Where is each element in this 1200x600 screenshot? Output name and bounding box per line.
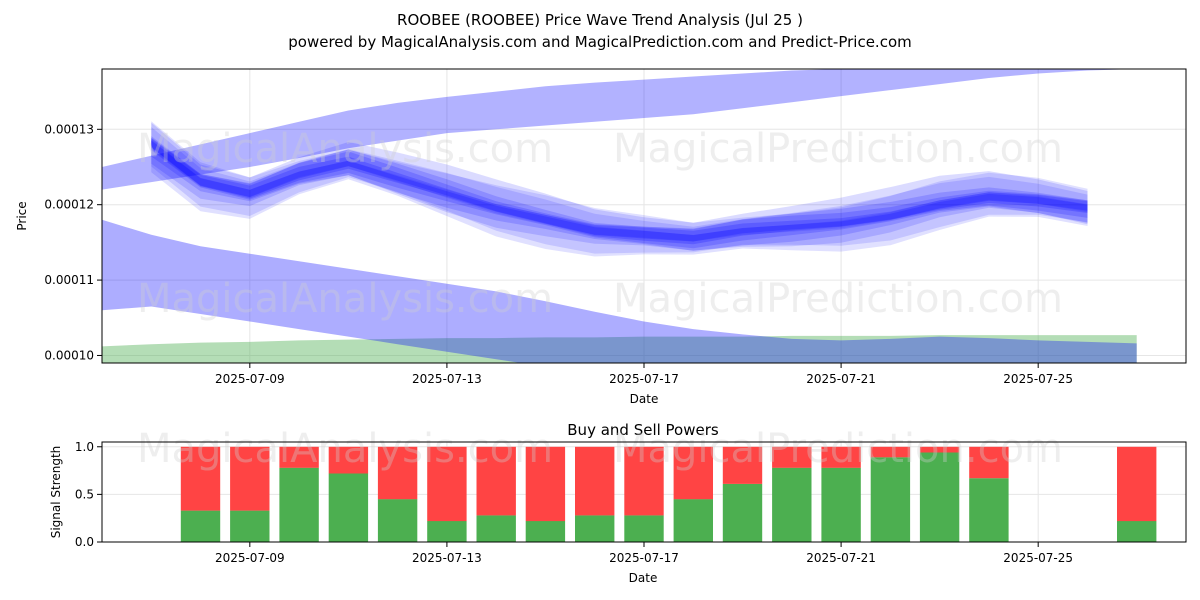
watermark-4: MagicalPrediction.com	[613, 276, 1063, 322]
signal-y-tick-label: 0.0	[75, 535, 94, 549]
sell-bar	[969, 446, 1009, 479]
sell-bar	[180, 446, 221, 511]
buy-bar	[919, 452, 960, 542]
watermark-6: MagicalPrediction.com	[613, 426, 1063, 472]
price-y-ticks: 0.00010 0.00011 0.00012 0.00013	[44, 122, 102, 362]
wave-ribbon	[151, 137, 1088, 249]
buy-bar	[427, 521, 467, 542]
sell-bar	[821, 446, 861, 468]
watermark-3: MagicalAnalysis.com	[137, 276, 553, 322]
price-y-tick-label: 0.00013	[44, 122, 94, 136]
signal-y-axis-label: Signal Strength	[49, 446, 63, 539]
watermark-5: MagicalAnalysis.com	[137, 426, 553, 472]
price-x-tick-label: 2025-07-13	[412, 372, 482, 386]
buy-bar	[1117, 521, 1157, 542]
wave-ribbon	[151, 136, 1088, 251]
price-x-tick-label: 2025-07-09	[215, 372, 285, 386]
buy-bar	[328, 473, 369, 542]
price-x-tick-label: 2025-07-25	[1003, 372, 1073, 386]
sell-bar	[328, 446, 369, 474]
price-y-axis-label: Price	[15, 201, 29, 230]
sell-bar	[476, 446, 516, 516]
signal-y-tick-label: 0.5	[75, 487, 94, 501]
buy-bar	[624, 515, 664, 542]
price-bands	[102, 69, 1137, 363]
price-y-tick-label: 0.00012	[44, 198, 94, 212]
sell-bar	[525, 446, 566, 522]
signal-x-ticks: 2025-07-09 2025-07-13 2025-07-17 2025-07-21…	[215, 542, 1073, 565]
signal-x-tick-label: 2025-07-25	[1003, 551, 1073, 565]
signal-y-tick-label: 1.0	[75, 440, 94, 454]
wave-ribbon	[151, 122, 1088, 251]
buy-bar	[377, 499, 418, 542]
buy-bar	[870, 457, 911, 542]
sell-bar	[624, 446, 664, 516]
sell-bar	[1117, 446, 1157, 522]
signal-x-tick-label: 2025-07-13	[412, 551, 482, 565]
buy-bar	[525, 521, 566, 542]
sell-bar	[772, 446, 812, 468]
price-chart: MagicalAnalysis.com MagicalPrediction.co…	[15, 68, 1187, 406]
watermark-2: MagicalPrediction.com	[613, 126, 1063, 172]
sell-bar	[919, 446, 960, 453]
signal-chart-title: Buy and Sell Powers	[567, 421, 719, 439]
buy-bar	[230, 510, 270, 542]
signal-bars	[180, 446, 1157, 542]
sell-bar	[673, 446, 713, 500]
buy-bar	[180, 510, 221, 542]
lower-wide-band	[102, 219, 1137, 363]
buy-bar	[575, 515, 615, 542]
signal-y-ticks: 0.0 0.5 1.0	[75, 440, 102, 549]
signal-x-tick-label: 2025-07-09	[215, 551, 285, 565]
chart-subtitle: powered by MagicalAnalysis.com and Magic…	[288, 33, 912, 51]
watermark-1: MagicalAnalysis.com	[137, 126, 553, 172]
buy-bar	[722, 483, 763, 542]
price-y-tick-label: 0.00011	[44, 273, 94, 287]
buy-bar	[279, 467, 319, 542]
sell-bar	[427, 446, 467, 522]
buy-bar	[772, 467, 812, 542]
buy-bar	[673, 499, 713, 542]
buy-bar	[969, 478, 1009, 542]
wave-ribbon	[151, 139, 1088, 254]
price-x-ticks: 2025-07-09 2025-07-13 2025-07-17 2025-07-21…	[215, 363, 1073, 386]
price-grid	[102, 69, 1186, 363]
price-x-tick-label: 2025-07-17	[609, 372, 679, 386]
sell-bar	[870, 446, 911, 458]
sell-bar	[722, 446, 763, 484]
sell-bar	[279, 446, 319, 468]
chart-title: ROOBEE (ROOBEE) Price Wave Trend Analysi…	[397, 11, 803, 29]
buy-bar	[821, 467, 861, 542]
buy-bar	[476, 515, 516, 542]
sell-bar	[575, 446, 615, 516]
price-x-tick-label: 2025-07-21	[806, 372, 876, 386]
price-x-axis-label: Date	[630, 392, 659, 406]
signal-x-tick-label: 2025-07-21	[806, 551, 876, 565]
sell-bar	[377, 446, 418, 500]
upper-wide-band	[102, 69, 1137, 190]
signal-chart: Buy and Sell Powers MagicalAnalysis.com …	[49, 421, 1187, 585]
wave-ribbon	[151, 138, 1088, 245]
green-band	[102, 335, 1137, 363]
price-y-tick-label: 0.00010	[44, 348, 94, 362]
signal-x-tick-label: 2025-07-17	[609, 551, 679, 565]
wave-ribbon	[151, 121, 1088, 257]
signal-x-axis-label: Date	[629, 571, 658, 585]
wave-ribbon	[151, 127, 1088, 242]
sell-bar	[230, 446, 270, 511]
